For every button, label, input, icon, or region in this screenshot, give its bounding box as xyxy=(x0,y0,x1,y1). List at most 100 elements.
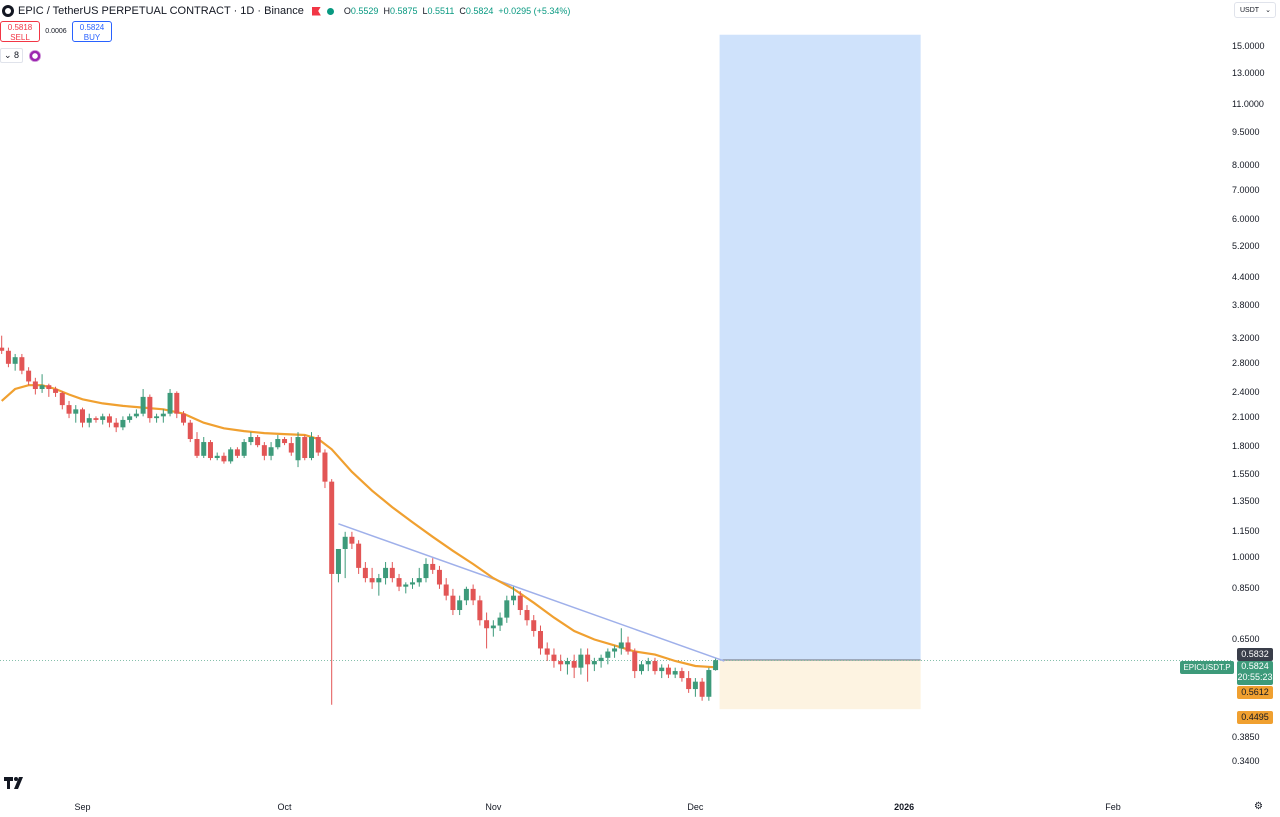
candle xyxy=(639,661,645,675)
candle-body xyxy=(93,418,99,420)
ohlc-key: O xyxy=(343,6,351,16)
candle-body xyxy=(349,536,355,544)
gear-icon[interactable]: ⚙ xyxy=(1254,801,1263,812)
price-chart[interactable] xyxy=(0,0,1232,800)
market-open-icon xyxy=(326,7,334,15)
price-tick-label: 2.1000 xyxy=(1232,412,1260,423)
candle xyxy=(362,562,368,583)
candle xyxy=(282,437,288,446)
candle-body xyxy=(585,654,591,665)
candle-body xyxy=(551,654,557,662)
candle xyxy=(544,642,550,662)
candle-body xyxy=(214,455,220,459)
candle xyxy=(403,582,409,594)
candle xyxy=(73,405,79,423)
candle-body xyxy=(672,671,678,675)
candle-body xyxy=(174,392,180,414)
price-tick-label: 4.4000 xyxy=(1232,272,1260,283)
candle xyxy=(692,678,698,697)
candle-body xyxy=(133,413,139,417)
candle xyxy=(342,531,348,579)
price-tick-label: 8.0000 xyxy=(1232,159,1260,170)
candle xyxy=(295,432,301,468)
candle xyxy=(585,648,591,682)
candle-body xyxy=(490,625,496,629)
candle-body xyxy=(531,620,537,632)
candle xyxy=(12,353,18,371)
price-tick-label: 6.0000 xyxy=(1232,213,1260,224)
candle xyxy=(416,567,422,587)
indicators-toggle[interactable]: ⌄ 8 xyxy=(0,48,24,63)
candle xyxy=(457,595,463,616)
candle-body xyxy=(120,419,126,428)
symbol-logo-icon xyxy=(2,5,14,17)
candle-body xyxy=(19,357,25,371)
indicators-count: 8 xyxy=(14,50,20,60)
candle xyxy=(517,591,523,616)
chart-header: EPIC / TetherUS PERPETUAL CONTRACT · 1D … xyxy=(0,2,575,20)
last-price-label: 0.5824 20:55:23 xyxy=(1237,661,1273,685)
currency-value: USDT xyxy=(1240,7,1260,14)
candle-body xyxy=(632,651,638,672)
currency-select[interactable]: USDT ⌄ xyxy=(1234,2,1276,18)
candle xyxy=(302,435,308,461)
candle-body xyxy=(497,617,503,626)
candle-body xyxy=(53,389,59,393)
candle-body xyxy=(86,418,92,423)
candle xyxy=(308,432,314,461)
candle-body xyxy=(537,631,543,649)
candle xyxy=(531,615,537,637)
candle-body xyxy=(268,447,274,456)
candle xyxy=(234,447,240,459)
candle-body xyxy=(288,443,294,453)
candle xyxy=(46,383,52,397)
candle-body xyxy=(147,396,153,419)
stop-zone xyxy=(719,660,921,710)
candle xyxy=(665,664,671,679)
candle-body xyxy=(335,548,341,574)
candle xyxy=(315,435,321,456)
time-tick-label: Sep xyxy=(74,802,91,812)
symbol-price-tag: EPICUSDT.P xyxy=(1180,661,1234,674)
candle xyxy=(578,648,584,675)
candle xyxy=(625,636,631,655)
candle-body xyxy=(248,437,254,443)
candle xyxy=(100,413,106,425)
candle-body xyxy=(443,584,449,596)
candle xyxy=(127,413,133,423)
indicator-loading-icon[interactable] xyxy=(29,49,42,62)
candle xyxy=(612,645,618,658)
candle-body xyxy=(598,657,604,662)
flag-icon[interactable] xyxy=(311,6,321,16)
candle-body xyxy=(578,654,584,668)
candle xyxy=(679,667,685,682)
last-price-value: 0.5824 xyxy=(1241,661,1269,671)
candle xyxy=(167,389,173,417)
candle-body xyxy=(699,681,705,697)
candle xyxy=(66,400,72,419)
symbol-title[interactable]: EPIC / TetherUS PERPETUAL CONTRACT · 1D … xyxy=(18,5,304,17)
candle xyxy=(564,657,570,675)
candle xyxy=(86,413,92,428)
ohlc-value: 0.5875 xyxy=(389,6,418,16)
buy-button[interactable]: 0.5824 BUY xyxy=(72,21,112,42)
candle-body xyxy=(396,578,402,587)
candle-body xyxy=(524,610,530,621)
candle xyxy=(0,335,5,354)
candle xyxy=(423,558,429,583)
price-tick-label: 1.0000 xyxy=(1232,552,1260,563)
candle-body xyxy=(329,481,335,574)
ohlc-value: +0.0295 (+5.34%) xyxy=(498,6,571,16)
price-tick-label: 2.4000 xyxy=(1232,386,1260,397)
candle-body xyxy=(504,600,510,618)
candle-body xyxy=(322,452,328,482)
candle-body xyxy=(457,600,463,611)
tradingview-logo[interactable] xyxy=(4,776,26,792)
sell-button[interactable]: 0.5818 SELL xyxy=(0,21,40,42)
spread-value: 0.0006 xyxy=(45,28,67,35)
candle-body xyxy=(618,642,624,649)
candle xyxy=(26,367,32,386)
candle-body xyxy=(511,595,517,601)
candle-body xyxy=(410,582,416,585)
candle-body xyxy=(0,347,5,351)
